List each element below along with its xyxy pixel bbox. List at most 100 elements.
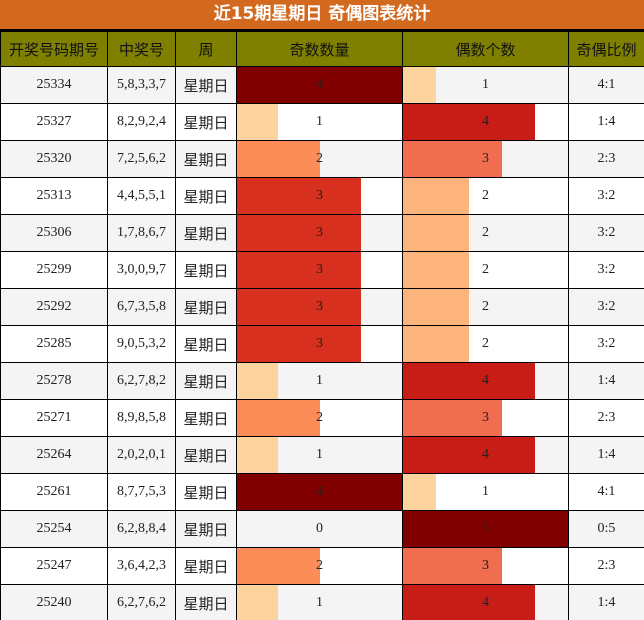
stats-table: 开奖号码期号 中奖号 周 奇数数量 偶数个数 奇偶比例 25334 5,8,3,3…: [0, 31, 644, 620]
table-row: 25306 1,7,8,6,7 星期日 3 2 3:2: [0, 214, 644, 252]
even-count-value: 1: [482, 484, 489, 499]
odd-count-value: 1: [316, 595, 323, 610]
ratio-cell: 1:4: [568, 103, 644, 141]
week-cell: 星期日: [175, 510, 237, 548]
issue-cell: 25285: [0, 325, 108, 363]
numbers-cell: 1,7,8,6,7: [107, 214, 176, 252]
even-count-cell: 2: [402, 177, 569, 215]
even-count-bar: [403, 289, 469, 325]
numbers-cell: 6,2,7,6,2: [107, 584, 176, 620]
even-count-bar: [403, 252, 469, 288]
even-count-value: 4: [482, 447, 489, 462]
issue-cell: 25306: [0, 214, 108, 252]
header-ratio: 奇偶比例: [568, 31, 644, 67]
numbers-cell: 5,8,3,3,7: [107, 66, 176, 104]
table-row: 25320 7,2,5,6,2 星期日 2 3 2:3: [0, 140, 644, 178]
week-cell: 星期日: [175, 436, 237, 474]
even-count-value: 2: [482, 299, 489, 314]
odd-count-bar: [237, 400, 320, 436]
numbers-cell: 9,0,5,3,2: [107, 325, 176, 363]
odd-count-cell: 3: [236, 177, 403, 215]
week-cell: 星期日: [175, 214, 237, 252]
week-cell: 星期日: [175, 547, 237, 585]
odd-count-cell: 3: [236, 288, 403, 326]
week-cell: 星期日: [175, 584, 237, 620]
even-count-value: 2: [482, 262, 489, 277]
odd-count-bar: [237, 289, 361, 325]
odd-count-bar: [237, 104, 279, 140]
even-count-cell: 3: [402, 547, 569, 585]
even-count-bar: [403, 67, 436, 103]
issue-cell: 25313: [0, 177, 108, 215]
odd-count-cell: 2: [236, 547, 403, 585]
ratio-cell: 3:2: [568, 214, 644, 252]
issue-cell: 25278: [0, 362, 108, 400]
issue-cell: 25247: [0, 547, 108, 585]
header-numbers: 中奖号: [107, 31, 176, 67]
odd-count-value: 0: [316, 521, 323, 536]
odd-count-bar: [237, 326, 361, 362]
ratio-cell: 3:2: [568, 251, 644, 289]
odd-count-value: 1: [316, 114, 323, 129]
table-row: 25292 6,7,3,5,8 星期日 3 2 3:2: [0, 288, 644, 326]
header-even-count: 偶数个数: [402, 31, 569, 67]
even-count-bar: [403, 548, 502, 584]
odd-count-bar: [237, 437, 279, 473]
week-cell: 星期日: [175, 140, 237, 178]
table-row: 25247 3,6,4,2,3 星期日 2 3 2:3: [0, 547, 644, 585]
even-count-bar: [403, 511, 568, 547]
numbers-cell: 4,4,5,5,1: [107, 177, 176, 215]
issue-cell: 25271: [0, 399, 108, 437]
table-row: 25264 2,0,2,0,1 星期日 1 4 1:4: [0, 436, 644, 474]
even-count-cell: 2: [402, 214, 569, 252]
odd-count-value: 2: [316, 151, 323, 166]
even-count-bar: [403, 400, 502, 436]
issue-cell: 25240: [0, 584, 108, 620]
numbers-cell: 8,9,8,5,8: [107, 399, 176, 437]
ratio-cell: 0:5: [568, 510, 644, 548]
numbers-cell: 8,2,9,2,4: [107, 103, 176, 141]
ratio-cell: 1:4: [568, 584, 644, 620]
numbers-cell: 7,2,5,6,2: [107, 140, 176, 178]
odd-count-cell: 0: [236, 510, 403, 548]
week-cell: 星期日: [175, 473, 237, 511]
odd-count-value: 4: [316, 484, 323, 499]
odd-count-value: 3: [316, 188, 323, 203]
ratio-cell: 4:1: [568, 473, 644, 511]
odd-count-value: 3: [316, 225, 323, 240]
even-count-value: 2: [482, 188, 489, 203]
table-row: 25271 8,9,8,5,8 星期日 2 3 2:3: [0, 399, 644, 437]
week-cell: 星期日: [175, 362, 237, 400]
odd-count-bar: [237, 474, 402, 510]
table-row: 25299 3,0,0,9,7 星期日 3 2 3:2: [0, 251, 644, 289]
even-count-value: 2: [482, 336, 489, 351]
issue-cell: 25254: [0, 510, 108, 548]
even-count-bar: [403, 363, 535, 399]
even-count-cell: 2: [402, 325, 569, 363]
table-row: 25313 4,4,5,5,1 星期日 3 2 3:2: [0, 177, 644, 215]
even-count-value: 1: [482, 77, 489, 92]
ratio-cell: 3:2: [568, 177, 644, 215]
issue-cell: 25320: [0, 140, 108, 178]
ratio-cell: 3:2: [568, 325, 644, 363]
odd-count-bar: [237, 363, 279, 399]
table-row: 25327 8,2,9,2,4 星期日 1 4 1:4: [0, 103, 644, 141]
numbers-cell: 3,0,0,9,7: [107, 251, 176, 289]
odd-count-cell: 3: [236, 325, 403, 363]
odd-count-bar: [237, 585, 279, 620]
odd-count-value: 4: [316, 77, 323, 92]
even-count-bar: [403, 178, 469, 214]
odd-count-cell: 2: [236, 399, 403, 437]
odd-count-cell: 1: [236, 103, 403, 141]
odd-count-bar: [237, 67, 402, 103]
ratio-cell: 3:2: [568, 288, 644, 326]
numbers-cell: 6,2,8,8,4: [107, 510, 176, 548]
odd-count-bar: [237, 178, 361, 214]
week-cell: 星期日: [175, 66, 237, 104]
odd-count-value: 3: [316, 299, 323, 314]
numbers-cell: 8,7,7,5,3: [107, 473, 176, 511]
header-issue: 开奖号码期号: [0, 31, 108, 67]
odd-count-bar: [237, 141, 320, 177]
even-count-cell: 3: [402, 399, 569, 437]
